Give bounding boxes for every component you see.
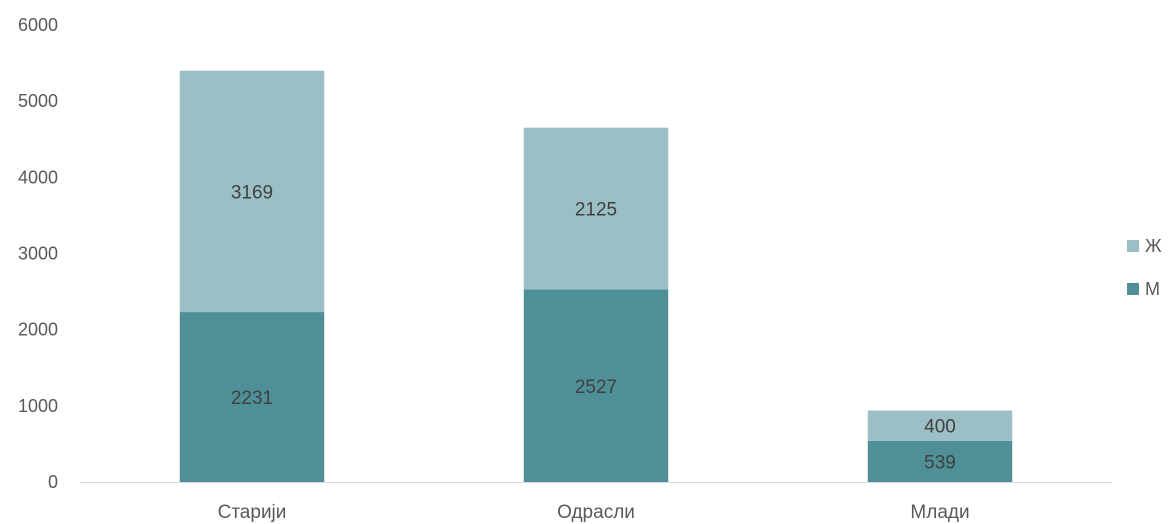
bar-segment (523, 127, 669, 290)
y-tick-label: 0 (48, 472, 58, 492)
bars: 2231 3169 2527 2125 539 400 (179, 70, 1013, 482)
data-label: 2231 (231, 388, 273, 409)
bar-segment (179, 70, 325, 313)
legend-label: Ж (1145, 236, 1162, 256)
bar-segment (867, 440, 1013, 482)
x-axis: Старији Одрасли Млади (218, 502, 970, 523)
data-label: 539 (924, 452, 956, 473)
bar-segment (867, 410, 1013, 441)
data-label: 400 (924, 417, 956, 438)
x-tick-label: Старији (218, 502, 287, 523)
data-label: 2125 (575, 200, 617, 221)
y-tick-label: 6000 (18, 15, 58, 35)
y-tick-label: 1000 (18, 396, 58, 416)
legend: ЖМ (1127, 236, 1162, 299)
bar-segment (179, 312, 325, 482)
legend-label: М (1145, 279, 1160, 299)
y-axis: 0 1000 2000 3000 4000 5000 6000 (18, 15, 58, 492)
legend-swatch (1127, 283, 1139, 295)
x-tick-label: Млади (910, 502, 969, 523)
y-tick-label: 2000 (18, 320, 58, 340)
y-tick-label: 3000 (18, 244, 58, 264)
data-label: 3169 (231, 182, 273, 203)
y-tick-label: 4000 (18, 167, 58, 187)
data-label: 2527 (575, 377, 617, 398)
legend-swatch (1127, 240, 1139, 252)
x-tick-label: Одрасли (557, 502, 635, 523)
bar-segment (523, 289, 669, 482)
y-tick-label: 5000 (18, 91, 58, 111)
